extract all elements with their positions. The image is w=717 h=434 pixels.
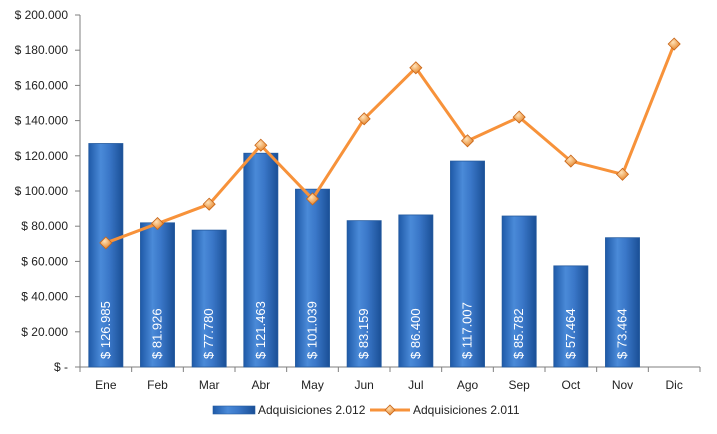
x-tick-label: Jun	[354, 378, 373, 392]
bar	[605, 237, 640, 368]
x-tick-label: May	[301, 378, 324, 392]
x-tick-label: Ago	[457, 378, 479, 392]
bar-data-label: $ 81.926	[150, 308, 165, 359]
line-point	[667, 37, 681, 51]
x-tick-label: Oct	[561, 378, 580, 392]
bar-data-label: $ 57.464	[563, 308, 578, 359]
bar	[501, 215, 537, 368]
y-tick-label: $ -	[54, 360, 68, 374]
bar	[295, 188, 330, 368]
y-tick-label: $ 80.000	[21, 219, 68, 233]
y-tick-label: $ 120.000	[15, 149, 69, 163]
bar	[191, 229, 227, 368]
line-point	[460, 134, 475, 148]
bar	[88, 143, 124, 368]
series-line	[105, 43, 676, 245]
legend-swatch-bar	[212, 405, 256, 415]
y-tick-label: $ 60.000	[21, 254, 68, 268]
bar-data-label: $ 101.039	[305, 301, 320, 359]
line-point	[305, 192, 320, 206]
line-point	[357, 112, 371, 126]
line-point	[99, 236, 113, 250]
x-tick-label: Sep	[508, 378, 530, 392]
x-tick-label: Feb	[147, 378, 168, 392]
bar-data-label: $ 85.782	[511, 308, 526, 359]
bar	[450, 160, 485, 368]
y-tick-label: $ 160.000	[15, 78, 69, 92]
legend-label-2011: Adquisiciones 2.011	[413, 403, 520, 417]
x-tick-label: Mar	[199, 378, 220, 392]
legend-label-2012: Adquisiciones 2.012	[258, 403, 366, 417]
y-tick-label: $ 180.000	[15, 43, 69, 57]
y-tick-label: $ 100.000	[15, 184, 69, 198]
bar-data-label: $ 77.780	[201, 308, 216, 359]
y-axis: $ - $ 20.000 $ 40.000 $ 60.000 $ 80.000 $ 100…	[15, 8, 81, 374]
x-tick-label: Dic	[665, 378, 682, 392]
x-axis: Ene Feb Mar Abr May Jun Jul Ago Sep Oct Nov Dic	[79, 366, 701, 392]
bar-data-label: $ 86.400	[408, 308, 423, 359]
bar-data-label: $ 83.159	[356, 308, 371, 359]
bar-data-label: $ 117.007	[460, 302, 475, 359]
y-tick-label: $ 140.000	[15, 114, 69, 128]
x-tick-label: Nov	[612, 378, 633, 392]
y-tick-label: $ 40.000	[21, 290, 68, 304]
legend-swatch-marker	[384, 404, 396, 416]
y-tick-label: $ 200.000	[15, 8, 69, 22]
line-point	[512, 110, 526, 124]
x-tick-label: Abr	[251, 378, 270, 392]
bar	[243, 152, 279, 368]
y-tick-label: $ 20.000	[21, 325, 68, 339]
line-point	[254, 138, 268, 152]
bar	[398, 214, 434, 368]
bar-data-label: $ 126.985	[98, 301, 113, 359]
bar	[346, 220, 382, 368]
bar-data-label: $ 121.463	[253, 301, 268, 359]
bar	[553, 265, 589, 368]
x-tick-label: Jul	[408, 378, 423, 392]
line-point	[564, 154, 578, 168]
bar	[140, 222, 175, 368]
x-tick-label: Ene	[95, 378, 117, 392]
legend: Adquisiciones 2.012 Adquisiciones 2.011	[212, 403, 520, 417]
bar-data-label: $ 73.464	[615, 308, 630, 359]
line-point	[615, 167, 630, 181]
line-point	[150, 216, 165, 231]
line-series-2011	[99, 37, 681, 250]
line-point	[202, 197, 216, 211]
bar-series-2012: $ 126.985 $ 81.926 $ 77.780 $ 121.463 $ 101.…	[88, 143, 640, 368]
line-point	[409, 61, 423, 75]
